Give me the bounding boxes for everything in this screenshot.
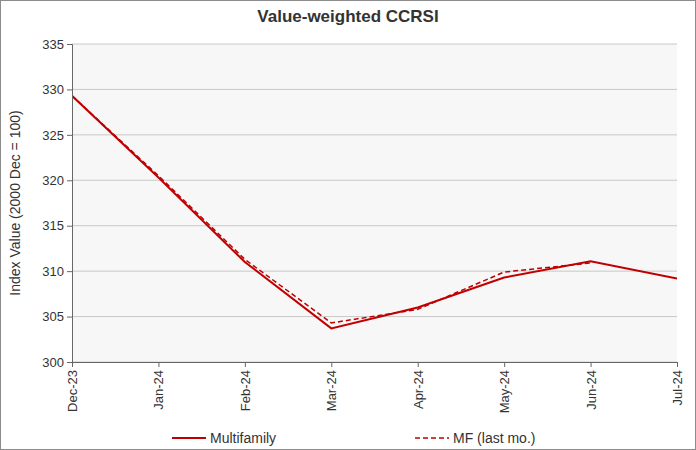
x-tick-mark [504, 362, 505, 367]
x-tick-mark [418, 362, 419, 367]
y-tick-label: 315 [42, 218, 64, 233]
y-tick-label: 320 [42, 173, 64, 188]
chart: Value-weighted CCRSI 300 305 310 315 320 325 33… [0, 0, 696, 450]
x-tick-label: Mar-24 [324, 370, 339, 411]
y-tick: 310 [42, 264, 72, 279]
x-tick-label: Feb-24 [238, 370, 253, 411]
x-tick-mark [72, 362, 73, 367]
x-tick-label: Dec-23 [65, 370, 80, 412]
y-tick-mark [67, 89, 72, 90]
series-line [72, 96, 591, 323]
y-tick-label: 325 [42, 128, 64, 143]
x-tick: Feb-24 [238, 362, 253, 411]
y-tick: 335 [42, 37, 72, 52]
grid-line [72, 44, 677, 45]
y-tick: 320 [42, 173, 72, 188]
x-axis: Dec-23 Jan-24 Feb-24 Mar-24 Apr-24 May-24 Jun-… [65, 362, 685, 413]
x-tick: Jul-24 [670, 362, 685, 405]
y-tick-mark [67, 317, 72, 318]
y-tick-label: 305 [42, 309, 64, 324]
y-tick-label: 335 [42, 37, 64, 52]
y-axis-line [67, 45, 73, 363]
grid-line [72, 225, 677, 226]
series-group [72, 96, 677, 329]
x-tick: May-24 [497, 362, 512, 413]
x-tick: Jun-24 [584, 362, 599, 410]
x-tick-label: Jul-24 [670, 370, 685, 405]
series-line [72, 96, 677, 329]
x-tick-mark [158, 362, 159, 367]
y-tick-mark [67, 135, 72, 136]
legend-swatch [415, 437, 449, 439]
y-tick-label: 330 [42, 82, 64, 97]
y-tick: 305 [42, 309, 72, 324]
x-tick: Dec-23 [65, 362, 80, 412]
y-tick-mark [67, 180, 72, 181]
y-tick: 315 [42, 218, 72, 233]
x-tick: Jan-24 [151, 362, 166, 410]
x-tick: Mar-24 [324, 362, 339, 411]
title: Value-weighted CCRSI [257, 7, 438, 26]
x-tick-mark [245, 362, 246, 367]
y-tick-mark [67, 44, 72, 45]
y-tick-mark [67, 362, 72, 363]
y-tick-label: 310 [42, 264, 64, 279]
legend: Multifamily MF (last mo.) [172, 430, 535, 446]
legend-label: MF (last mo.) [453, 430, 535, 446]
legend-swatch [172, 437, 206, 439]
x-tick-label: Jan-24 [151, 370, 166, 410]
x-tick-mark [677, 362, 678, 367]
x-tick-label: May-24 [497, 370, 512, 413]
y-axis-title: Index Value (2000 Dec = 100) [7, 110, 23, 295]
y-tick: 330 [42, 82, 72, 97]
y-tick: 300 [42, 355, 72, 370]
y-axis: 300 305 310 315 320 325 330 335 [42, 37, 72, 370]
x-axis-line [73, 363, 678, 368]
x-tick-mark [331, 362, 332, 367]
frame [1, 1, 696, 450]
y-tick-mark [67, 226, 72, 227]
grid-line [72, 134, 677, 135]
x-tick-label: Jun-24 [584, 370, 599, 410]
y-tick-mark [67, 271, 72, 272]
legend-label: Multifamily [210, 430, 276, 446]
x-tick: Apr-24 [411, 362, 426, 409]
grid-line [72, 271, 677, 272]
y-tick: 325 [42, 128, 72, 143]
plot-background [72, 44, 677, 362]
grid-line [72, 89, 677, 90]
plot: 300 305 310 315 320 325 330 335 Dec-23 Jan-24 Feb-… [42, 37, 685, 414]
x-tick-label: Apr-24 [411, 370, 426, 409]
grid [72, 44, 677, 362]
x-tick-mark [591, 362, 592, 367]
y-tick-label: 300 [42, 355, 64, 370]
